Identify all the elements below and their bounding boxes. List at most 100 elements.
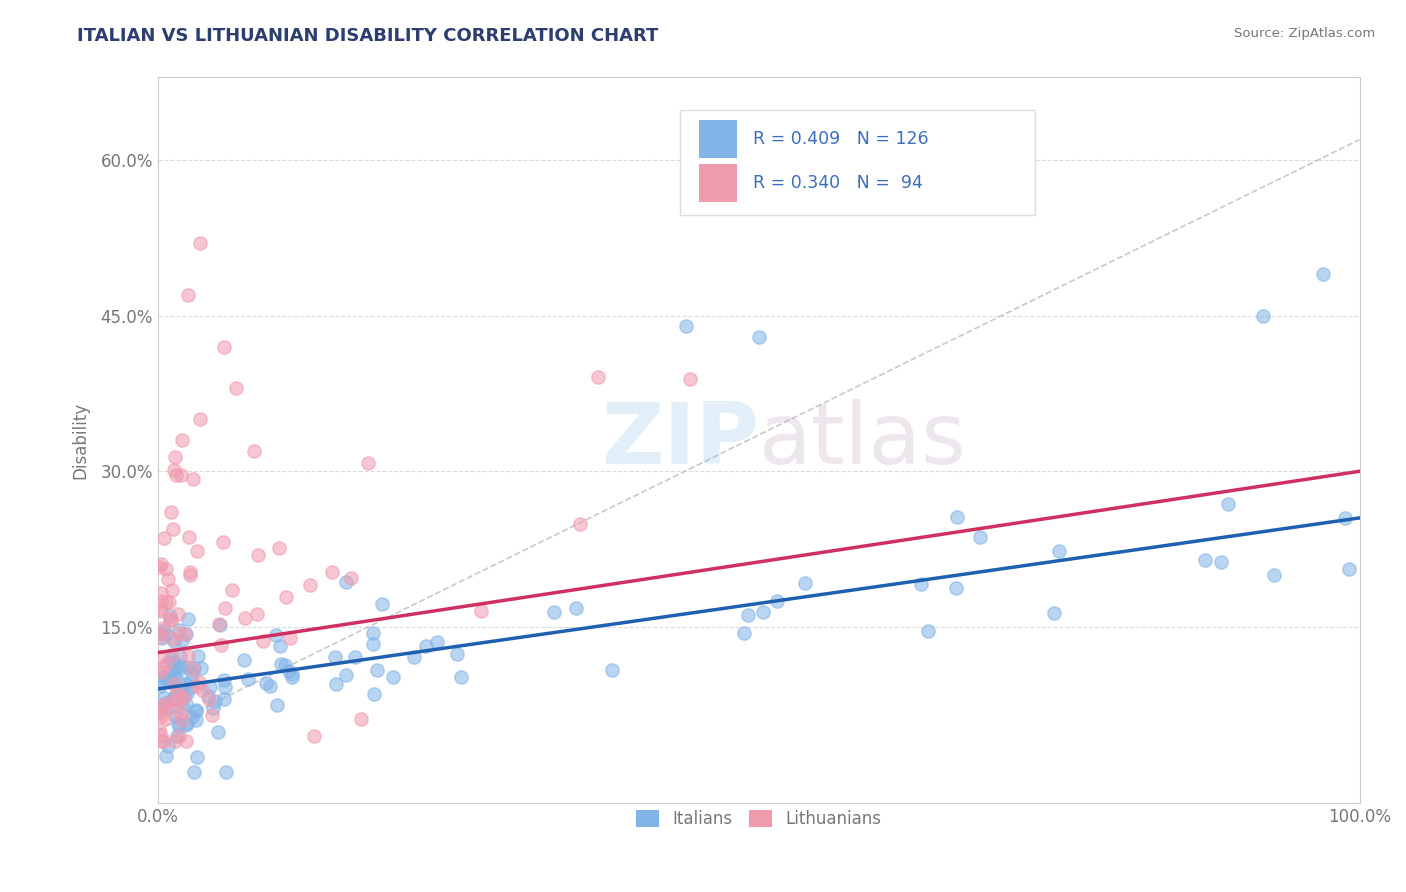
Point <box>181 666 204 681</box>
Point <box>179 566 201 580</box>
Point <box>157 671 180 685</box>
Point <box>321 565 343 579</box>
Point <box>361 637 384 651</box>
Point <box>415 639 437 653</box>
Point <box>157 696 180 710</box>
Point <box>155 669 177 683</box>
Point <box>180 680 202 694</box>
Point <box>170 713 193 727</box>
Point <box>149 709 172 723</box>
Point <box>252 633 274 648</box>
Point <box>155 562 177 576</box>
Point <box>150 676 173 690</box>
Point <box>162 648 184 663</box>
Point <box>274 657 297 672</box>
Point <box>149 626 172 640</box>
Point <box>163 633 186 648</box>
Point <box>254 676 277 690</box>
Point <box>200 680 222 694</box>
Point <box>149 602 172 616</box>
Point <box>167 625 190 640</box>
Point <box>335 668 357 682</box>
Point <box>155 711 177 725</box>
Point <box>162 522 184 536</box>
Point <box>152 623 174 637</box>
Point <box>167 623 190 637</box>
Point <box>945 582 967 596</box>
Point <box>162 691 184 706</box>
Point <box>246 549 269 563</box>
Point <box>156 739 179 753</box>
Point <box>1312 268 1334 282</box>
Point <box>281 666 304 681</box>
Point <box>186 713 208 727</box>
Point <box>176 648 198 663</box>
Point <box>748 329 770 343</box>
Point <box>148 560 170 574</box>
Point <box>202 701 225 715</box>
Point <box>172 690 194 704</box>
Point <box>201 707 224 722</box>
Point <box>269 639 291 653</box>
Point <box>209 617 232 632</box>
Point <box>186 704 208 718</box>
Point <box>167 607 190 621</box>
Point <box>163 699 186 714</box>
Point <box>267 541 290 555</box>
Point <box>149 585 172 599</box>
Point <box>174 677 197 691</box>
Point <box>167 674 190 689</box>
Point <box>150 698 173 712</box>
Point <box>188 412 211 426</box>
Point <box>163 692 186 706</box>
Point <box>214 601 236 615</box>
Point <box>155 627 177 641</box>
Point <box>157 668 180 682</box>
Point <box>174 627 197 641</box>
Point <box>173 688 195 702</box>
Point <box>246 607 269 622</box>
Point <box>969 530 991 544</box>
Point <box>323 650 346 665</box>
Text: R = 0.409   N = 126: R = 0.409 N = 126 <box>752 130 928 148</box>
Point <box>163 462 186 476</box>
Point <box>177 530 200 544</box>
Point <box>170 633 193 648</box>
Point <box>278 631 301 645</box>
Point <box>170 685 193 699</box>
Point <box>340 571 363 585</box>
Point <box>1263 568 1285 582</box>
Point <box>212 673 235 687</box>
Point <box>188 236 211 251</box>
Bar <box>699 120 737 158</box>
Point <box>148 702 170 716</box>
Point <box>157 594 180 608</box>
Point <box>150 558 173 572</box>
Point <box>238 672 260 686</box>
Point <box>1333 510 1355 524</box>
Point <box>155 657 177 671</box>
Point <box>163 677 186 691</box>
Point <box>361 626 384 640</box>
Point <box>176 733 198 747</box>
Point <box>543 605 565 619</box>
Point <box>179 567 201 582</box>
Point <box>344 650 367 665</box>
Point <box>733 626 755 640</box>
Point <box>233 653 256 667</box>
Point <box>174 718 197 732</box>
Point <box>381 670 404 684</box>
Point <box>183 661 205 675</box>
Point <box>152 690 174 705</box>
Point <box>150 701 173 715</box>
Point <box>149 594 172 608</box>
Point <box>675 319 697 334</box>
Point <box>1337 562 1360 576</box>
Point <box>281 670 304 684</box>
Point <box>276 590 298 604</box>
Point <box>163 656 186 670</box>
Point <box>166 729 188 743</box>
Point <box>243 443 266 458</box>
Point <box>176 715 198 730</box>
Point <box>177 288 200 302</box>
